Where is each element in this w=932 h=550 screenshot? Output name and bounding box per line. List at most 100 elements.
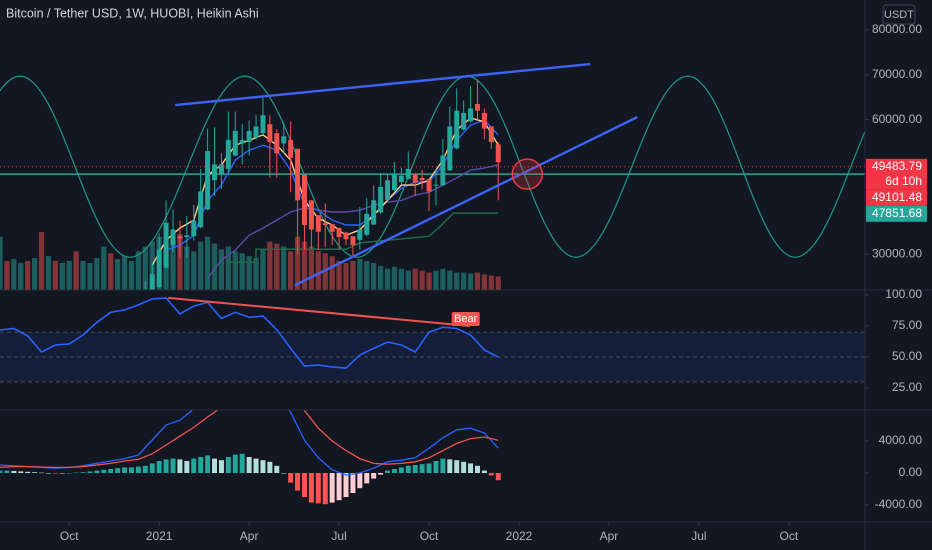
volume-bar [350, 261, 356, 290]
price-box [866, 205, 927, 222]
volume-bar [405, 270, 411, 290]
histogram-bar [488, 473, 494, 476]
candle-body [405, 168, 411, 179]
histogram-bar [322, 473, 328, 505]
volume-bar [177, 233, 183, 290]
rsi-line [0, 297, 499, 370]
candle-body [336, 228, 342, 238]
histogram-bar [260, 460, 266, 473]
x-tick-label: Jul [331, 529, 346, 543]
volume-bar [66, 261, 72, 290]
histogram-bar [18, 471, 24, 473]
histogram-bar [461, 461, 467, 473]
volume-bar [440, 268, 446, 290]
volume-bar [0, 236, 3, 290]
x-tick-label: Oct [60, 529, 79, 543]
volume-bar [211, 243, 218, 290]
candle-body [329, 224, 335, 232]
candle-body [357, 229, 363, 240]
histogram-bar [122, 467, 128, 473]
histogram-bar [198, 457, 204, 473]
x-tick-label: Oct [780, 529, 799, 543]
histogram-bar [128, 467, 134, 473]
histogram-bar [440, 458, 446, 473]
price-box [866, 189, 927, 206]
histogram-bar [295, 473, 301, 491]
volume-bar [274, 243, 280, 290]
x-tick-label: Apr [240, 529, 259, 543]
volume-bar [398, 268, 404, 290]
volume-bar [495, 276, 501, 290]
histogram-bar [267, 461, 273, 473]
circle-marker[interactable] [511, 158, 544, 190]
candle-body [398, 175, 404, 182]
candle-body [350, 236, 356, 246]
volume-bar [294, 236, 301, 290]
candle-body [177, 236, 183, 239]
volume-bar [239, 253, 245, 290]
rsi-pane: Bear [0, 296, 865, 383]
candle-body [198, 191, 204, 228]
volume-bar [4, 261, 10, 290]
volume-bar [391, 266, 398, 290]
volume-bar [18, 262, 24, 290]
candle-body [391, 173, 397, 191]
candle-body [218, 164, 224, 174]
volume-bar [322, 253, 328, 290]
candle-body [149, 274, 155, 290]
volume-bar [94, 258, 100, 290]
annotation-label: Bear [454, 313, 478, 325]
histogram-bar [385, 470, 391, 473]
histogram-bar [39, 472, 45, 474]
volume-bar [308, 246, 315, 290]
candle-body [371, 200, 377, 225]
volume-bar [461, 272, 467, 290]
price-box-label: 47851.68 [872, 206, 922, 220]
histogram-bar [232, 454, 238, 473]
volume-bar [474, 272, 481, 290]
candle-body [191, 220, 197, 237]
volume-bar [11, 259, 17, 290]
rsi-band [0, 332, 865, 382]
volume-bar [488, 275, 494, 290]
candle-body [253, 126, 259, 138]
candle-body [212, 164, 218, 181]
candle-body [205, 151, 211, 210]
trendline[interactable] [294, 116, 638, 287]
histogram-bar [253, 458, 259, 473]
histogram-bar [135, 466, 141, 473]
candle-body [433, 184, 439, 186]
unit-label[interactable]: USDT [884, 9, 914, 21]
macd-pane [0, 410, 501, 505]
histogram-bar [156, 461, 162, 473]
candle-body [447, 126, 453, 171]
histogram-bar [4, 470, 10, 473]
histogram-bar [398, 467, 404, 473]
volume-bar [142, 246, 148, 290]
volume-bar [467, 273, 474, 290]
volume-bar [412, 268, 418, 290]
volume-bar [218, 249, 225, 290]
volume-bar [31, 258, 38, 290]
y-tick-label: 70000.00 [872, 67, 922, 81]
price-box-label: 49101.48 [872, 190, 922, 204]
candle-body [301, 174, 307, 226]
y-tick-label: 30000.00 [872, 246, 922, 260]
volume-bar [384, 268, 391, 290]
unit-box[interactable] [882, 4, 916, 25]
histogram-bar [419, 464, 425, 473]
volume-bar [80, 261, 86, 290]
divergence-line [168, 296, 470, 327]
x-tick-label: 2021 [146, 529, 173, 543]
trendline[interactable] [174, 62, 591, 107]
candle-body [232, 130, 238, 156]
histogram-bar [101, 469, 107, 473]
volume-bar [232, 251, 238, 290]
y-tick-label: 60000.00 [872, 112, 922, 126]
candle-body [184, 235, 190, 238]
histogram-bar [454, 460, 460, 473]
volume-bar [301, 241, 308, 290]
volume-bar [73, 251, 79, 290]
